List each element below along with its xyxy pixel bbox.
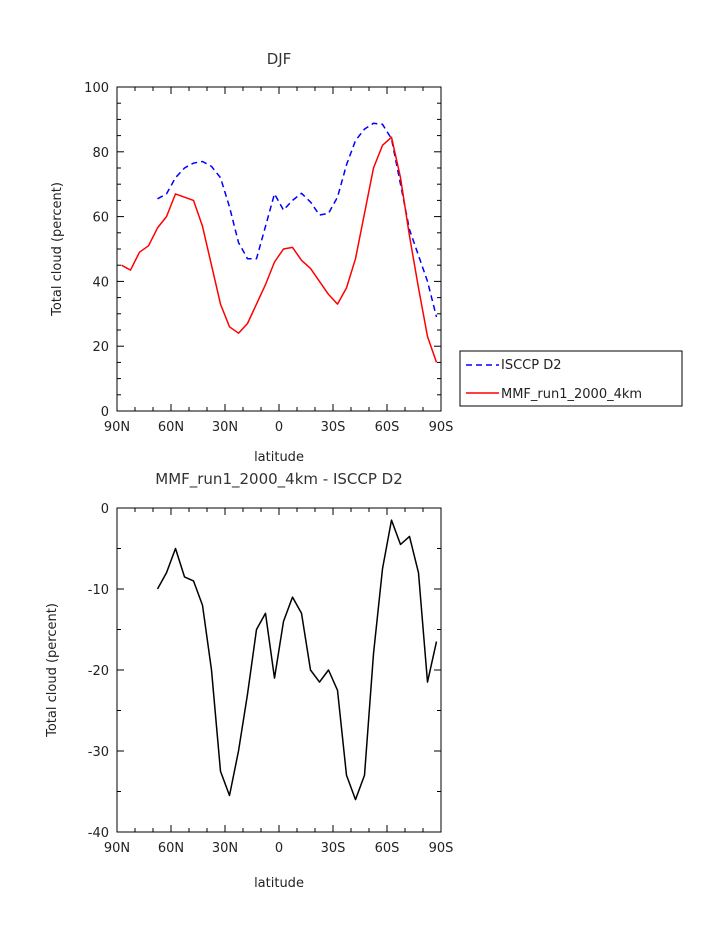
series-line-isccp-d2 xyxy=(157,122,438,318)
y-tick-label: -30 xyxy=(88,745,109,760)
y-tick-label: 0 xyxy=(101,502,109,517)
y-tick-label: 20 xyxy=(92,340,109,355)
x-tick-label: 60N xyxy=(158,841,184,856)
y-axis-label: Total cloud (percent) xyxy=(45,603,60,738)
y-tick-label: -40 xyxy=(88,826,109,841)
series-line-difference xyxy=(156,519,438,801)
chart-title: DJF xyxy=(267,50,292,68)
x-tick-label: 30N xyxy=(212,420,238,435)
x-tick-label: 60S xyxy=(375,841,400,856)
y-tick-label: 0 xyxy=(101,405,109,420)
x-tick-label: 30S xyxy=(321,420,346,435)
chart-title: MMF_run1_2000_4km - ISCCP D2 xyxy=(155,470,403,489)
series-line-mmf-run1-2000-4km xyxy=(121,136,438,363)
x-axis-label: latitude xyxy=(254,450,304,465)
x-tick-label: 90N xyxy=(104,841,130,856)
x-tick-label: 30S xyxy=(321,841,346,856)
x-tick-label: 30N xyxy=(212,841,238,856)
plot-frame xyxy=(116,86,442,412)
x-tick-label: 60S xyxy=(375,420,400,435)
x-tick-label: 90S xyxy=(429,841,454,856)
x-axis-label: latitude xyxy=(254,876,304,891)
x-tick-label: 0 xyxy=(275,420,283,435)
plot-frame xyxy=(116,507,442,833)
x-tick-label: 60N xyxy=(158,420,184,435)
x-tick-label: 0 xyxy=(275,841,283,856)
legend-label-mmf: MMF_run1_2000_4km xyxy=(501,387,642,402)
y-tick-label: 40 xyxy=(92,275,109,290)
y-axis-label: Total cloud (percent) xyxy=(50,182,65,317)
chart-djf: DJF 90N 60N 30N 0 30S 60S 90S 0 20 40 60 80 100 lati… xyxy=(50,50,453,465)
legend-box xyxy=(459,350,683,407)
x-tick-label: 90S xyxy=(429,420,454,435)
x-tick-label: 90N xyxy=(104,420,130,435)
y-tick-label: 100 xyxy=(84,81,109,96)
legend-label-isccp: ISCCP D2 xyxy=(501,358,562,373)
y-tick-label: 80 xyxy=(92,146,109,161)
chart-difference: MMF_run1_2000_4km - ISCCP D2 90N 60N 30N 0 3… xyxy=(45,470,453,891)
y-tick-label: 60 xyxy=(92,211,109,226)
legend: ISCCP D2 MMF_run1_2000_4km xyxy=(459,350,683,407)
y-tick-label: -20 xyxy=(88,664,109,679)
y-tick-label: -10 xyxy=(88,583,109,598)
